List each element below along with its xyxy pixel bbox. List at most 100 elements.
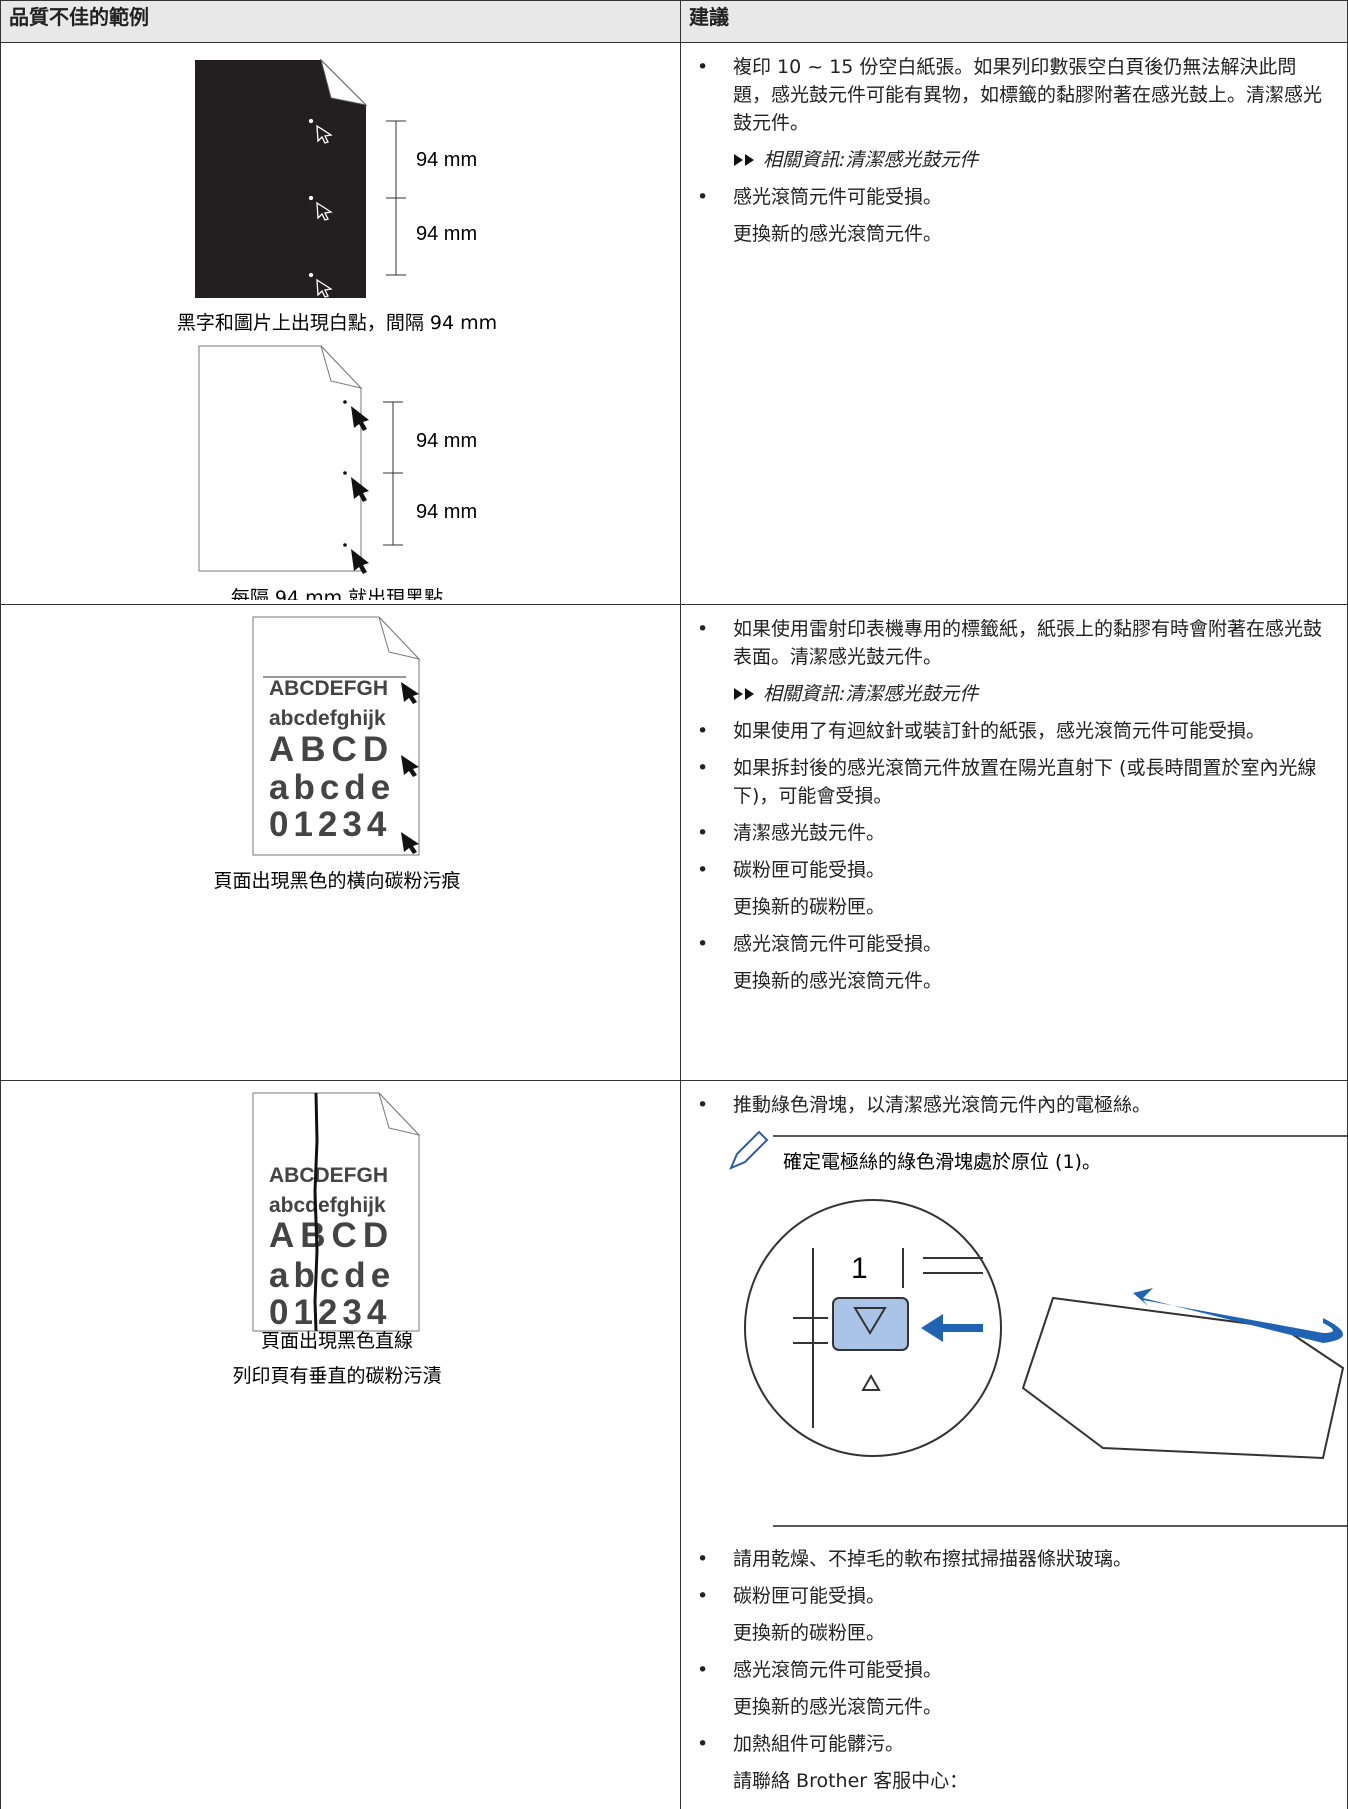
smear-mark <box>401 682 419 704</box>
bullet-dot: • <box>697 1585 709 1607</box>
bullet-dot: • <box>697 618 709 640</box>
text-page <box>252 1092 420 1332</box>
smear-mark <box>401 755 419 777</box>
header-row: 品質不佳的範例 建議 <box>0 0 1348 43</box>
black-dots <box>343 400 369 574</box>
suggestion-item: 更換新的感光滾筒元件。 <box>695 967 1333 995</box>
suggestion-cell: • 如果使用雷射印表機專用的標籤紙，紙張上的黏膠有時會附著在感光鼓表面。清潔感光鼓… <box>680 604 1348 1081</box>
row: ABCDEFGH abcdefghijk ABCD abcde 01234 頁面出現黑色直… <box>0 1080 1348 1809</box>
example-figure: 94 mm 94 mm 黑字和圖片上出現白點，間隔 94 mm 94 mm 94… <box>177 58 497 609</box>
sample-text: 01234 <box>269 1293 391 1332</box>
suggestion-item: 相關資訊:清潔感光鼓元件 <box>695 146 1333 174</box>
bullet-text: 如果拆封後的感光滾筒元件放置在陽光直射下 (或長時間置於室內光線下)，可能會受損… <box>733 757 1317 807</box>
header-cell: 品質不佳的範例 <box>0 0 681 43</box>
arrow <box>734 154 754 166</box>
caption: 每隔 94 mm 就出現黑點 <box>231 587 443 600</box>
row: ABCDEFGH abcdefghijk ABCD abcde 01234 頁面出現黑色的… <box>0 604 1348 1081</box>
example-cell: 94 mm 94 mm 黑字和圖片上出現白點，間隔 94 mm 94 mm 94… <box>0 42 681 609</box>
link-icon <box>734 688 754 700</box>
suggestion-item: • 如果使用雷射印表機專用的標籤紙，紙張上的黏膠有時會附著在感光鼓表面。清潔感光鼓… <box>695 615 1333 671</box>
suggestion-item: 請聯絡 Brother 客服中心： <box>695 1767 1333 1795</box>
bullet-text: 加熱組件可能髒污。 <box>733 1733 905 1755</box>
note-text: 確定電極絲的綠色滑塊處於原位 (1)。 <box>783 1151 1101 1173</box>
bullet-dot: • <box>697 720 709 742</box>
bullet-text: 推動綠色滑塊，以清潔感光滾筒元件內的電極絲。 <box>733 1094 1152 1116</box>
triangle <box>853 1307 887 1335</box>
caption: 頁面出現黑色直線 <box>261 1330 413 1352</box>
suggestion-item: • 如果使用了有迴紋針或裝訂針的紙張，感光滾筒元件可能受損。 <box>695 717 1333 745</box>
bullet-dot: • <box>697 1733 709 1755</box>
header-cell: 建議 <box>680 0 1348 43</box>
example-cell: ABCDEFGH abcdefghijk ABCD abcde 01234 頁面出現黑色直… <box>0 1080 681 1809</box>
page-fold <box>320 58 368 106</box>
caption: 列印頁有垂直的碳粉污漬 <box>232 1365 441 1387</box>
bullet-dot: • <box>697 1659 709 1681</box>
suggestion-item: • 清潔感光鼓元件。 <box>695 819 1333 847</box>
white-dots <box>308 118 333 298</box>
suggestion-item: 更換新的感光滾筒元件。 <box>695 1693 1333 1721</box>
drum-unit <box>1021 1296 1345 1460</box>
suggestion-item: 更換新的碳粉匣。 <box>695 893 1333 921</box>
triangle <box>861 1373 881 1391</box>
bullet-dot: • <box>697 186 709 208</box>
sample-text: 01234 <box>269 805 391 844</box>
bullet-dot: • <box>697 859 709 881</box>
bullet-text: 碳粉匣可能受損。 <box>733 859 886 881</box>
dimension-lines <box>386 120 406 276</box>
bullet-text: 感光滾筒元件可能受損。 <box>733 1659 943 1681</box>
dimension-lines <box>383 401 403 546</box>
vertical-streak <box>313 1092 319 1332</box>
example-figure: ABCDEFGH abcdefghijkABCDabcde01234頁面出現黑色直… <box>232 1092 442 1387</box>
link-text: 相關資訊:清潔感光鼓元件 <box>763 683 979 705</box>
suggestion-cell: • 推動綠色滑塊，以清潔感光滾筒元件內的電極絲。 確定電極絲的綠色滑塊處於原位 (1… <box>680 1080 1348 1809</box>
bullet-dot: • <box>697 822 709 844</box>
dimension-label: 94 mm <box>416 501 477 523</box>
sample-text: ABCD <box>269 1216 394 1255</box>
push-arrow <box>921 1314 983 1342</box>
suggestion-item: • 如果拆封後的感光滾筒元件放置在陽光直射下 (或長時間置於室內光線下)，可能會受… <box>695 754 1333 810</box>
suggestion-item: 相關資訊:清潔感光鼓元件 <box>695 680 1333 708</box>
plain-text: 更換新的感光滾筒元件。 <box>733 970 943 992</box>
sample-text: ABCD <box>269 730 394 769</box>
bullet-dot: • <box>697 56 709 78</box>
suggestion-item: • 請用乾燥、不掉毛的軟布擦拭掃描器條狀玻璃。 <box>695 1545 1333 1573</box>
bullet-text: 如果使用了有迴紋針或裝訂針的紙張，感光滾筒元件可能受損。 <box>733 720 1266 742</box>
link-icon <box>734 154 754 166</box>
suggestion-cell: • 複印 10 ~ 15 份空白紙張。如果列印數張空白頁後仍無法解決此問題，感光鼓… <box>680 42 1348 605</box>
suggestion-item: 更換新的碳粉匣。 <box>695 1619 1333 1647</box>
link-text: 相關資訊:清潔感光鼓元件 <box>763 149 979 171</box>
suggestion-item: • 感光滾筒元件可能受損。 <box>695 1656 1333 1684</box>
sample-text: abcdefghijk <box>269 707 386 730</box>
suggestion-item: • 加熱組件可能髒污。 <box>695 1730 1333 1758</box>
slide-arrow <box>1133 1288 1343 1343</box>
bullet-text: 感光滾筒元件可能受損。 <box>733 186 943 208</box>
smear-mark <box>401 832 419 854</box>
white-page <box>198 345 362 572</box>
bullet-text: 如果使用雷射印表機專用的標籤紙，紙張上的黏膠有時會附著在感光鼓表面。清潔感光鼓元… <box>733 618 1323 668</box>
pencil-icon <box>729 1130 769 1170</box>
sample-text: abcde <box>269 1256 395 1295</box>
plain-text: 更換新的碳粉匣。 <box>733 1622 886 1644</box>
plain-text: 更換新的碳粉匣。 <box>733 896 886 918</box>
bullet-dot: • <box>697 1548 709 1570</box>
row: 94 mm 94 mm 黑字和圖片上出現白點，間隔 94 mm 94 mm 94… <box>0 42 1348 609</box>
suggestion-item: 更換新的感光滾筒元件。 <box>695 220 1333 248</box>
sample-text: ABCDEFGH <box>269 677 388 700</box>
bullet-text: 請用乾燥、不掉毛的軟布擦拭掃描器條狀玻璃。 <box>733 1548 1133 1570</box>
suggestion-item: • 感光滾筒元件可能受損。 <box>695 183 1333 211</box>
black-page <box>195 60 366 298</box>
arrow <box>734 688 754 700</box>
caption: 頁面出現黑色的橫向碳粉污痕 <box>213 870 460 892</box>
callout-number: 1 <box>851 1252 868 1285</box>
bullet-dot: • <box>697 1094 709 1116</box>
sample-text: abcdefghijk <box>269 1194 386 1217</box>
page-fold <box>378 616 421 660</box>
bullet-dot: • <box>697 757 709 779</box>
bullet-text: 感光滾筒元件可能受損。 <box>733 933 943 955</box>
frame-lines <box>793 1248 983 1428</box>
dimension-label: 94 mm <box>416 223 477 245</box>
bullet-text: 清潔感光鼓元件。 <box>733 822 886 844</box>
